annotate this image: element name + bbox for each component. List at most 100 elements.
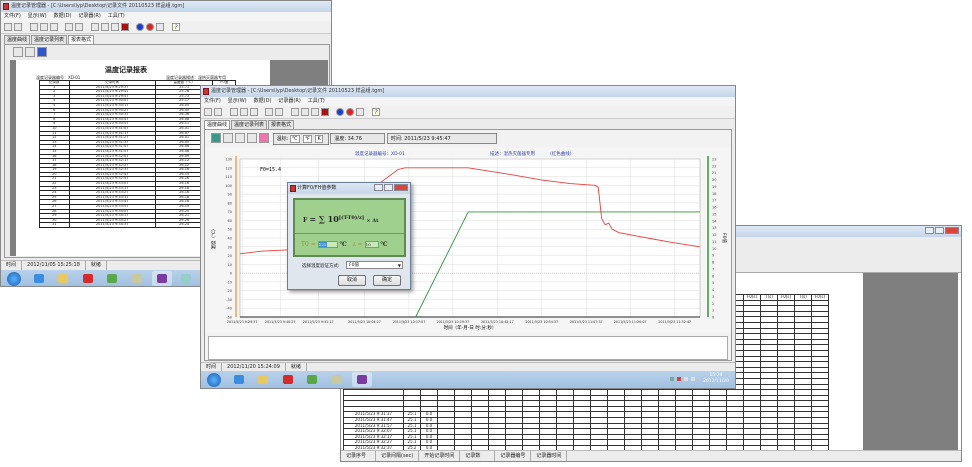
menu-item[interactable]: 显示(W) (227, 98, 247, 104)
taskbar-tool-icon[interactable] (176, 271, 196, 286)
connect-icon[interactable] (65, 23, 74, 31)
tab[interactable]: 温度曲线 (204, 120, 231, 129)
print-icon[interactable] (90, 23, 99, 31)
taskbar-network-icon[interactable] (102, 271, 122, 286)
taskbar-temp-app-icon[interactable] (351, 372, 372, 387)
minimize-button[interactable] (925, 227, 934, 234)
preview-icon[interactable] (300, 108, 309, 116)
start-record-icon[interactable] (336, 108, 345, 116)
fvalue-icon[interactable] (259, 133, 269, 143)
list-row[interactable]: 2011/5/23 9:32:17 25.1 0.0 (343, 433, 829, 441)
print-chart-icon[interactable] (247, 133, 257, 143)
list-row[interactable]: 2011/5/23 9:31:47 25.1 0.0 (343, 417, 829, 424)
dropdown-arrow-icon[interactable]: ▼ (397, 263, 401, 268)
cancel-button[interactable]: 取消 (338, 275, 366, 286)
device-icon[interactable] (75, 23, 84, 31)
open-icon[interactable] (14, 23, 22, 31)
dialog-minimize-button[interactable] (374, 184, 383, 191)
taskbar-editor-icon[interactable] (327, 372, 347, 387)
clock-date[interactable]: 2012/11/20 (703, 379, 729, 384)
menu-item[interactable]: 工具(T) (107, 13, 125, 19)
stop-record-icon[interactable] (346, 108, 355, 116)
menu-item[interactable]: 记录器(R) (78, 13, 101, 19)
list-row[interactable]: 2011/5/23 9:31:57 25.1 0.0 (343, 422, 829, 430)
zoom-out-icon[interactable] (235, 133, 245, 143)
menu-item[interactable]: 数据(D) (253, 98, 272, 104)
export-icon[interactable] (249, 108, 258, 116)
help-icon[interactable]: ? (171, 23, 180, 31)
read-icon[interactable] (156, 23, 165, 31)
menu-item[interactable]: 文件(F) (4, 13, 21, 19)
list-row[interactable]: 2011/5/23 9:31:37 25.1 0.0 (343, 411, 829, 419)
list-row[interactable]: 2011/5/23 9:32:07 25.1 0.0 (343, 428, 829, 435)
copy-icon[interactable] (29, 23, 38, 31)
print-icon[interactable] (290, 108, 299, 116)
chart-report-icon[interactable] (13, 47, 23, 57)
stop-record-icon[interactable] (146, 23, 155, 31)
temperature-chart[interactable]: 温度记录器编号：XD-01 描述：湿热灭菌器专用 (红色曲线)13012011010… (205, 147, 731, 333)
unit-kelvin-button[interactable]: K (315, 135, 323, 143)
tab[interactable]: 温度记录列表 (231, 120, 268, 129)
z-input[interactable]: 10 (364, 241, 379, 248)
menu-item[interactable]: 工具(T) (307, 98, 325, 104)
clock-time[interactable]: 15:24 (709, 373, 723, 378)
new-icon[interactable] (204, 108, 212, 116)
unit-fahrenheit-button[interactable]: ℉ (303, 135, 312, 143)
copy-icon[interactable] (229, 108, 238, 116)
taskbar-pdf-icon[interactable] (278, 372, 298, 387)
zoom-in-icon[interactable] (223, 133, 233, 143)
list-column-header[interactable]: F0(s) (811, 294, 829, 301)
menu-item[interactable]: 数据(D) (53, 13, 72, 19)
taskbar-ie-icon[interactable] (29, 271, 49, 286)
tray-network-icon[interactable] (684, 377, 688, 381)
menu-item[interactable]: 显示(W) (27, 13, 47, 19)
help-icon[interactable]: ? (371, 108, 380, 116)
paste-icon[interactable] (39, 23, 48, 31)
open-icon[interactable] (214, 108, 222, 116)
taskbar-folder-icon[interactable] (53, 271, 73, 286)
taskbar-editor-icon[interactable] (127, 271, 147, 286)
tab[interactable]: 报表格式 (268, 120, 295, 129)
start-button[interactable] (204, 372, 224, 387)
ok-button[interactable]: 确定 (373, 275, 401, 286)
taskbar-ie-icon[interactable] (229, 372, 249, 387)
method-select[interactable]: F0值 ▼ (346, 261, 403, 269)
tab[interactable]: 温度曲线 (4, 35, 31, 44)
tab[interactable]: 温度记录列表 (31, 35, 68, 44)
list-row[interactable] (343, 394, 829, 402)
zoom-fit-icon[interactable] (211, 133, 221, 143)
notes-area[interactable] (208, 336, 728, 360)
taskbar-pdf-icon[interactable] (78, 271, 98, 286)
list-row[interactable] (343, 405, 829, 413)
taskbar-network-icon[interactable] (302, 372, 322, 387)
dialog-close-button[interactable] (394, 184, 408, 191)
device-icon[interactable] (275, 108, 284, 116)
paste-icon[interactable] (239, 108, 248, 116)
table-report-icon[interactable] (25, 47, 35, 57)
menu-item[interactable]: 文件(F) (204, 98, 221, 104)
list-row[interactable] (343, 400, 829, 407)
menu-item[interactable]: 记录器(R) (278, 98, 301, 104)
start-record-icon[interactable] (136, 23, 145, 31)
start-button[interactable] (4, 271, 24, 286)
read-icon[interactable] (356, 108, 365, 116)
print-report-icon[interactable] (37, 47, 47, 57)
stop-icon[interactable] (120, 23, 129, 31)
list-row[interactable]: 2011/5/23 9:32:27 25.1 0.0 (343, 439, 829, 446)
close-button[interactable] (945, 227, 959, 234)
tray-volume-icon[interactable] (691, 377, 695, 381)
settings-icon[interactable] (110, 23, 119, 31)
connect-icon[interactable] (265, 108, 274, 116)
unit-celsius-button[interactable]: ℃ (289, 135, 300, 143)
tray-flag-icon[interactable] (670, 377, 674, 381)
maximize-button[interactable] (935, 227, 944, 234)
stop-icon[interactable] (320, 108, 329, 116)
list-row[interactable] (343, 389, 829, 396)
export-icon[interactable] (49, 23, 58, 31)
taskbar-temp-app-icon[interactable] (151, 271, 172, 286)
preview-icon[interactable] (100, 23, 109, 31)
tab[interactable]: 报表格式 (68, 35, 95, 44)
tray-security-icon[interactable] (677, 377, 681, 381)
settings-icon[interactable] (310, 108, 319, 116)
taskbar-folder-icon[interactable] (253, 372, 273, 387)
